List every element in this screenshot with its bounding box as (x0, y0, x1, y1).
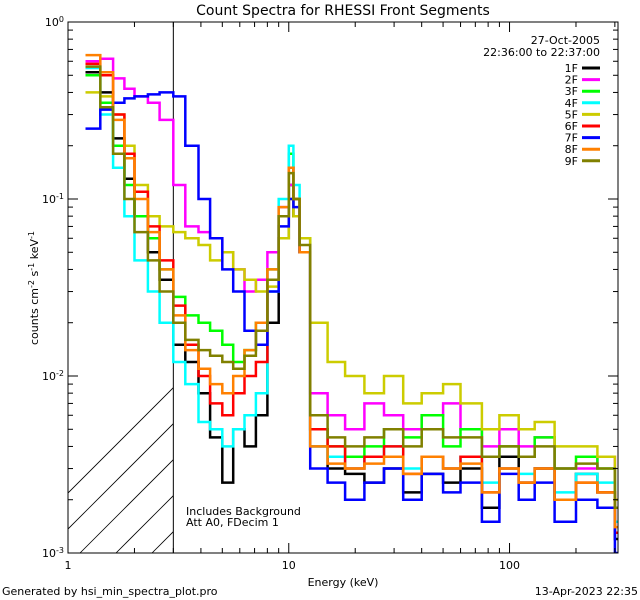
hatch-line (548, 13, 640, 553)
y-label-sup1: -2 (27, 280, 36, 288)
y-tick-label: 10-3 (42, 546, 64, 561)
legend-label: 6F (565, 120, 578, 133)
legend-label: 7F (565, 132, 578, 145)
y-label-sup3: -1 (27, 231, 36, 239)
legend-label: 2F (565, 74, 578, 87)
hatch-line (68, 387, 174, 494)
y-axis-label: counts cm-2 s-1 keV-1 (27, 231, 42, 345)
legend-label: 5F (565, 108, 578, 121)
hatch-line (584, 13, 640, 553)
series-9F (85, 65, 618, 510)
y-label-sup2: -1 (27, 263, 36, 271)
hatch-line (440, 13, 640, 553)
time-range-label: 22:36:00 to 22:37:00 (483, 46, 600, 59)
hatch-line (115, 495, 174, 553)
legend-label: 4F (565, 97, 578, 110)
plot-frame (67, 21, 619, 554)
x-tick-label: 100 (499, 559, 520, 572)
y-label-kev: keV (28, 239, 41, 263)
legend-label: 9F (565, 155, 578, 168)
hatch-line (404, 13, 640, 553)
x-tick-label: 10 (282, 559, 296, 572)
annotation-background: Includes Background (186, 505, 301, 518)
series-7F (85, 91, 618, 553)
chart-title: Count Spectra for RHESSI Front Segments (196, 3, 490, 19)
x-tick-label: 1 (65, 559, 72, 572)
hatch-line (368, 13, 640, 553)
hatch-line (79, 459, 174, 553)
footer-generated-by: Generated by hsi_min_spectra_plot.pro (2, 585, 218, 598)
y-tick-label: 10-2 (42, 369, 64, 384)
y-label-s: s (28, 270, 41, 279)
y-tick-label: 100 (45, 15, 64, 30)
x-axis: 1 10 100 (65, 22, 616, 572)
hatch-line (620, 13, 640, 553)
hatch-line (332, 13, 640, 553)
y-tick-label: 10-1 (42, 192, 64, 207)
x-axis-label: Energy (keV) (308, 576, 379, 589)
y-axis: 100 10-1 10-2 10-3 (42, 15, 618, 561)
annotation-attenuator: Att A0, FDecim 1 (186, 516, 279, 529)
hatch-line (260, 13, 640, 553)
legend-label: 3F (565, 85, 578, 98)
series-4F (85, 66, 618, 524)
series-6F (85, 62, 618, 535)
date-label: 27-Oct-2005 (531, 34, 600, 47)
legend-label: 1F (565, 62, 578, 75)
y-label-main: counts cm (28, 288, 41, 345)
hatch-line (68, 423, 174, 530)
hatched-region (68, 13, 640, 553)
hatch-line (296, 13, 640, 553)
series-layer (85, 53, 618, 553)
legend-label: 8F (565, 143, 578, 156)
footer-timestamp: 13-Apr-2023 22:35 (535, 585, 638, 598)
